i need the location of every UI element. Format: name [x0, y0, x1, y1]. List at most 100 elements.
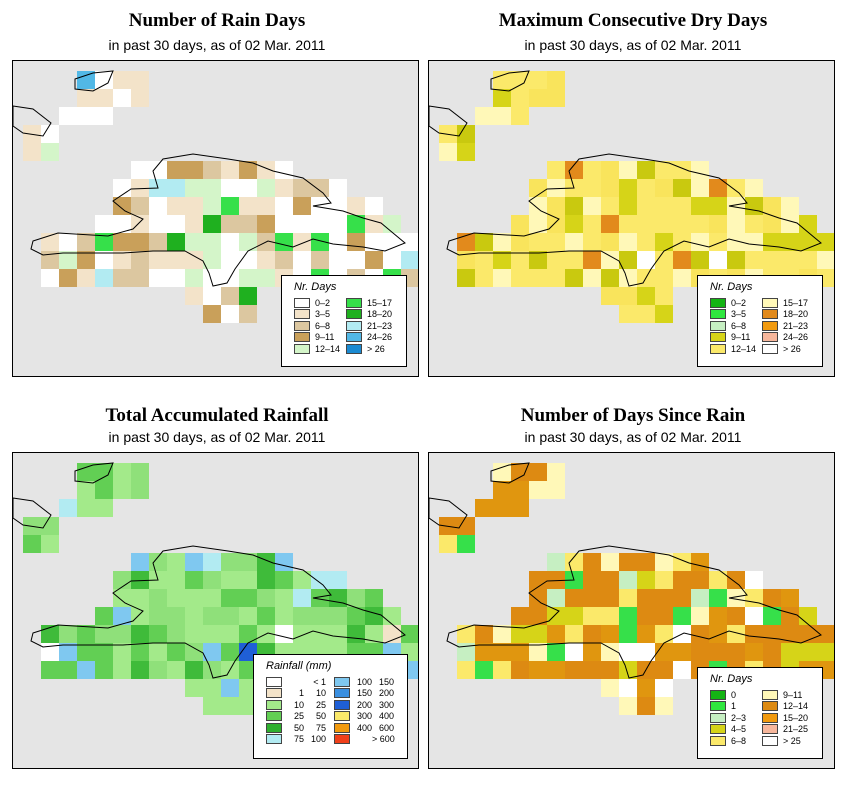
map-grid-cell — [239, 233, 257, 251]
map-grid-cell — [203, 251, 221, 269]
map-grid-cell — [221, 697, 239, 715]
map-grid-cell — [691, 553, 709, 571]
map-grid-cell — [511, 481, 529, 499]
legend-range-high: 200 — [378, 688, 394, 699]
legend-range-high: 25 — [315, 699, 326, 710]
map-grid-cell — [203, 679, 221, 697]
legend-item: 1 — [710, 701, 746, 713]
map-grid-cell — [673, 251, 691, 269]
legend-label: 9–11 — [783, 689, 803, 700]
map-grid-cell — [493, 643, 511, 661]
legend-swatch — [294, 297, 310, 308]
map-grid-cell — [41, 661, 59, 679]
legend-label: 10 25 — [287, 700, 326, 710]
map-grid-cell — [529, 589, 547, 607]
map-grid-cell — [781, 233, 799, 251]
map-grid-cell — [493, 499, 511, 517]
map-grid-cell — [763, 233, 781, 251]
map-grid-cell — [167, 607, 185, 625]
map-grid-cell — [709, 233, 727, 251]
map-grid-cell — [167, 643, 185, 661]
map-grid-cell — [77, 107, 95, 125]
legend-item: 10 25 — [266, 699, 326, 711]
legend-item: 3–5 — [294, 309, 340, 321]
map-grid-cell — [203, 661, 221, 679]
map-grid-cell — [655, 215, 673, 233]
map-grid-cell — [781, 625, 799, 643]
map-grid-cell — [529, 661, 547, 679]
map-grid-cell — [619, 589, 637, 607]
map-grid-cell — [547, 71, 565, 89]
map-grid-cell — [365, 197, 383, 215]
map-grid-cell — [511, 463, 529, 481]
legend-range-low: 300 — [356, 711, 372, 722]
legend-swatch — [762, 297, 778, 308]
map-grid-cell — [131, 625, 149, 643]
map-grid-cell — [475, 643, 493, 661]
map-grid-cell — [637, 305, 655, 323]
map-grid-cell — [311, 589, 329, 607]
map-grid-cell — [601, 197, 619, 215]
legend-swatch — [762, 689, 778, 700]
legend-swatch — [710, 735, 726, 746]
map-grid-cell — [203, 553, 221, 571]
map-grid-cell — [817, 643, 834, 661]
map-grid-cell — [547, 607, 565, 625]
map-grid-cell — [149, 233, 167, 251]
map-grid-cell — [77, 269, 95, 287]
map-grid-cell — [59, 233, 77, 251]
map-grid-cell — [691, 233, 709, 251]
map-grid-cell — [457, 535, 475, 553]
map-grid-cell — [347, 589, 365, 607]
map-grid-cell — [745, 625, 763, 643]
map-grid-cell — [583, 269, 601, 287]
map-grid-cell — [655, 697, 673, 715]
map-grid-cell — [293, 233, 311, 251]
map-grid-cell — [673, 589, 691, 607]
map-grid-cell — [221, 553, 239, 571]
map-grid-cell — [673, 161, 691, 179]
legend-item: 18–20 — [346, 309, 392, 321]
map-grid-cell — [167, 589, 185, 607]
map-grid-cell — [745, 215, 763, 233]
map-grid-cell — [293, 607, 311, 625]
map-grid-cell — [655, 251, 673, 269]
map-grid-cell — [493, 233, 511, 251]
map-grid-cell — [275, 179, 293, 197]
legend-swatch — [710, 320, 726, 331]
legend-swatch — [346, 332, 362, 343]
map-grid-cell — [113, 251, 131, 269]
map-grid-cell — [113, 179, 131, 197]
legend-col-2: 9–11 12–14 15–20 21–25 > 25 — [762, 689, 808, 747]
legend-label: 24–26 — [367, 332, 393, 343]
map-grid-cell — [727, 607, 745, 625]
legend-range-low: 400 — [356, 722, 372, 733]
map-grid-cell — [149, 251, 167, 269]
map-grid-cell — [637, 233, 655, 251]
map-grid-cell — [239, 589, 257, 607]
map-grid-cell — [329, 571, 347, 589]
map-grid-cell — [185, 571, 203, 589]
legend-label: 100 150 — [355, 677, 394, 687]
map-grid-cell — [691, 215, 709, 233]
map-grid-cell — [347, 251, 365, 269]
legend-item: 12–14 — [762, 701, 808, 713]
map-grid-cell — [637, 571, 655, 589]
map-grid-cell — [601, 215, 619, 233]
map-grid-cell — [131, 215, 149, 233]
legend-label: 9–11 — [315, 332, 335, 343]
map-grid-cell — [475, 233, 493, 251]
legend-swatch — [346, 309, 362, 320]
map-grid-cell — [365, 589, 383, 607]
map-grid-cell — [601, 679, 619, 697]
map-grid-cell — [131, 233, 149, 251]
map-grid-cell — [655, 661, 673, 679]
map-grid-cell — [185, 661, 203, 679]
map-grid-cell — [239, 287, 257, 305]
legend-item: 4–5 — [710, 724, 746, 736]
map-grid-cell — [583, 179, 601, 197]
map-grid-cell — [547, 269, 565, 287]
legend-range-high: 50 — [315, 711, 326, 722]
map-grid-cell — [547, 233, 565, 251]
map-grid-cell — [745, 179, 763, 197]
